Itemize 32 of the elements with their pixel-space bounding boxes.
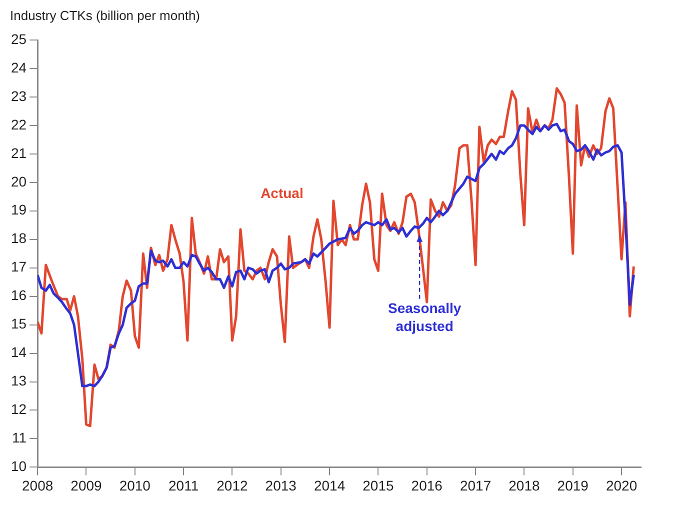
x-tick-label: 2017 (460, 477, 492, 494)
y-tick-label: 10 (10, 458, 27, 474)
x-tick-label: 2010 (119, 477, 151, 494)
y-tick-label: 25 (10, 30, 27, 47)
y-tick-label: 20 (10, 173, 27, 190)
x-tick-label: 2016 (411, 477, 443, 494)
annotation: Seasonally adjusted (388, 300, 462, 334)
x-tick-label: 2018 (508, 477, 540, 494)
y-tick-label: 18 (10, 230, 27, 246)
x-tick-label: 2012 (216, 477, 248, 494)
x-tick-label: 2008 (22, 477, 54, 494)
x-tick-label: 2013 (265, 477, 297, 494)
y-tick-label: 17 (10, 258, 27, 275)
y-tick-label: 16 (10, 287, 27, 304)
y-tick-label: 13 (10, 372, 27, 389)
y-tick-label: 24 (10, 59, 27, 76)
y-tick-label: 21 (10, 144, 27, 161)
y-tick-label: 14 (10, 344, 27, 360)
y-tick-label: 22 (10, 116, 27, 132)
x-tick-label: 2014 (314, 477, 346, 494)
x-tick-label: 2011 (168, 477, 199, 494)
x-tick-label: 2015 (362, 477, 394, 494)
x-tick-label: 2009 (70, 477, 102, 494)
y-tick-label: 15 (10, 316, 27, 332)
x-tick-label: 2019 (557, 477, 589, 494)
x-tick-label: 2020 (606, 477, 638, 494)
y-axis-title: Industry CTKs (billion per month) (9, 8, 202, 25)
annotation: Actual (260, 185, 304, 202)
y-tick-label: 12 (10, 401, 27, 418)
y-tick-label: 19 (10, 202, 27, 218)
y-tick-label: 23 (10, 88, 27, 104)
y-tick-label: 11 (12, 430, 27, 446)
